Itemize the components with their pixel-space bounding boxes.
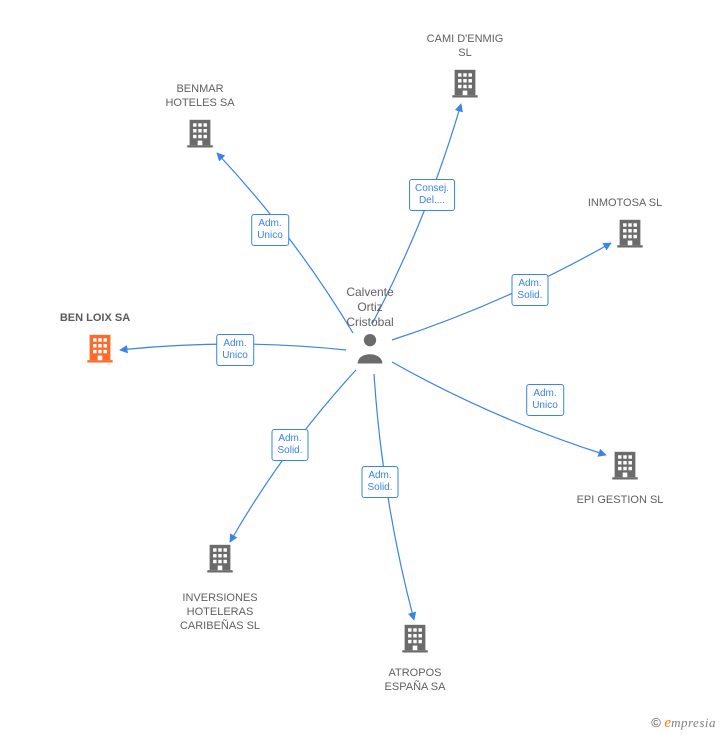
person-icon [355, 332, 385, 369]
node-label-text: CAMI D'ENMIG SL [427, 32, 504, 60]
building-icon [616, 218, 644, 253]
node-label: ATROPOS ESPAÑA SA [385, 666, 446, 694]
node-label-text: EPI GESTION SL [577, 493, 664, 507]
node-label: BEN LOIX SA [60, 311, 130, 325]
edge-label: Adm. Solid. [271, 429, 308, 461]
node-label: INMOTOSA SL [588, 196, 662, 210]
edges-layer [0, 0, 728, 740]
building-icon [186, 118, 214, 153]
node-label-text: ATROPOS ESPAÑA SA [385, 666, 446, 694]
node-label-text: BEN LOIX SA [60, 311, 130, 325]
building-icon [86, 333, 114, 368]
building-icon [401, 623, 429, 658]
node-label: INVERSIONES HOTELERAS CARIBEÑAS SL [180, 591, 260, 633]
edge-label: Consej. Del.... [409, 179, 455, 211]
copyright: © empresia [651, 715, 716, 732]
node-label-text: INMOTOSA SL [588, 196, 662, 210]
edge-line [392, 362, 606, 455]
diagram-canvas: BENMAR HOTELES SA CAMI D'ENMIG SL INMOTO… [0, 0, 728, 740]
node-label-text: INVERSIONES HOTELERAS CARIBEÑAS SL [180, 591, 260, 633]
building-icon [451, 68, 479, 103]
edge-label: Adm. Solid. [361, 466, 398, 498]
building-icon [206, 543, 234, 578]
node-label: CAMI D'ENMIG SL [427, 32, 504, 60]
brand-rest: mpresia [671, 715, 716, 730]
node-label-text: BENMAR HOTELES SA [165, 82, 234, 110]
node-label: EPI GESTION SL [577, 493, 664, 507]
edge-label: Adm. Unico [251, 214, 289, 246]
edge-label: Adm. Unico [216, 334, 254, 366]
building-icon [611, 450, 639, 485]
edge-line [392, 243, 611, 340]
edge-label: Adm. Unico [526, 384, 564, 416]
center-person-label: Calvente Ortiz Cristobal [346, 285, 393, 330]
node-label: BENMAR HOTELES SA [165, 82, 234, 110]
edge-label: Adm. Solid. [511, 274, 548, 306]
copyright-symbol: © [651, 715, 661, 730]
